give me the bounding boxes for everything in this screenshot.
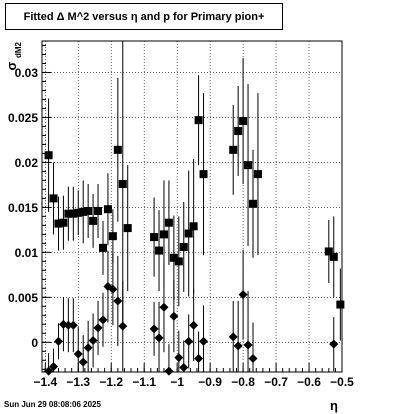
diamond-marker <box>189 320 199 330</box>
square-marker <box>74 208 83 217</box>
plot-frame <box>41 40 343 373</box>
square-marker <box>49 194 58 203</box>
diamond-marker <box>164 366 174 376</box>
square-marker <box>108 232 117 241</box>
square-marker <box>239 117 248 126</box>
x-tick-label: −1.1 <box>132 375 156 389</box>
square-marker <box>103 205 112 214</box>
square-marker <box>113 145 122 154</box>
y-tick-label: 0.03 <box>15 66 39 80</box>
x-tick-label: −1 <box>170 375 184 389</box>
grid <box>42 41 343 372</box>
diamond-marker <box>44 366 54 376</box>
square-marker <box>253 170 262 179</box>
diamond-marker <box>169 311 179 321</box>
x-tick-label: −0.9 <box>198 375 222 389</box>
square-marker <box>324 247 333 256</box>
y-tick-label: 0.01 <box>15 246 39 260</box>
diamond-marker <box>174 353 184 363</box>
square-marker <box>189 222 198 231</box>
square-marker <box>44 151 53 160</box>
diamond-marker <box>233 341 243 351</box>
square-marker <box>118 180 127 189</box>
square-marker <box>89 216 98 225</box>
diamond-marker <box>49 362 59 372</box>
diamond-marker <box>159 302 169 312</box>
diamond-marker <box>199 336 209 346</box>
square-marker <box>179 242 188 251</box>
square-marker <box>244 161 253 170</box>
axes: −1.4 −1.3 −1.2 −1.1 −1 −0.9 −0.8 −0.7 −0.6 −0.5 0 0… <box>8 44 354 389</box>
diamond-marker <box>108 284 118 294</box>
square-marker <box>79 207 88 216</box>
diamond-marker <box>88 336 98 346</box>
square-marker <box>69 209 78 218</box>
x-tick-label: −1.2 <box>99 375 123 389</box>
diamond-marker <box>329 339 339 349</box>
square-marker <box>159 230 168 239</box>
diamond-marker <box>78 357 88 367</box>
square-marker <box>98 243 107 252</box>
square-marker <box>194 116 203 125</box>
diamond-marker <box>179 363 189 373</box>
y-axis-label: σ <box>4 61 19 70</box>
diamond-marker <box>194 354 204 364</box>
square-marker <box>336 300 345 309</box>
diamond-marker <box>63 320 73 330</box>
square-marker <box>64 209 73 218</box>
diamond-marker <box>68 320 78 330</box>
diamond-marker <box>149 324 159 334</box>
square-marker <box>54 219 63 228</box>
diamond-marker <box>118 321 128 331</box>
x-tick-label: −0.6 <box>297 375 321 389</box>
diamond-marker <box>113 296 123 306</box>
x-tick-label: −0.5 <box>330 375 354 389</box>
y-axis-label-sub: dM2 <box>14 41 23 58</box>
markers <box>44 116 345 376</box>
diamond-marker <box>154 333 164 343</box>
square-marker <box>84 206 93 215</box>
square-marker <box>329 252 338 261</box>
square-marker <box>150 233 159 242</box>
square-marker <box>155 246 164 255</box>
diamond-marker <box>73 349 83 359</box>
diamond-marker <box>248 354 258 364</box>
diamond-marker <box>184 336 194 346</box>
square-marker <box>248 199 257 208</box>
chart-title: Fitted Δ M^2 versus η and p for Primary … <box>5 3 283 30</box>
diamond-marker <box>93 323 103 333</box>
square-marker <box>59 218 68 227</box>
y-tick-label: 0.025 <box>8 111 38 125</box>
x-tick-label: −1.3 <box>66 375 90 389</box>
diamond-marker <box>228 332 238 342</box>
diamond-marker <box>238 290 248 300</box>
diamond-marker <box>58 319 68 329</box>
y-tick-label: 0.005 <box>8 291 38 305</box>
x-tick-label: −0.7 <box>264 375 288 389</box>
y-tick-label: 0 <box>31 336 38 350</box>
square-marker <box>164 218 173 227</box>
diamond-marker <box>53 336 63 346</box>
square-marker <box>123 224 132 233</box>
x-tick-label: −0.8 <box>231 375 255 389</box>
square-marker <box>94 206 103 215</box>
diamond-marker <box>83 343 93 353</box>
square-marker <box>199 170 208 179</box>
x-tick-label: −1.4 <box>33 375 57 389</box>
y-tick-label: 0.015 <box>8 201 38 215</box>
diamond-marker <box>243 340 253 350</box>
diamond-marker <box>98 315 108 325</box>
y-tick-label: 0.02 <box>15 156 39 170</box>
timestamp: Sun Jun 29 08:08:06 2025 <box>4 400 101 409</box>
x-axis-label: η <box>330 398 338 413</box>
square-marker <box>174 257 183 266</box>
square-marker <box>234 126 243 135</box>
square-marker <box>229 145 238 154</box>
square-marker <box>184 229 193 238</box>
square-marker <box>169 253 178 262</box>
